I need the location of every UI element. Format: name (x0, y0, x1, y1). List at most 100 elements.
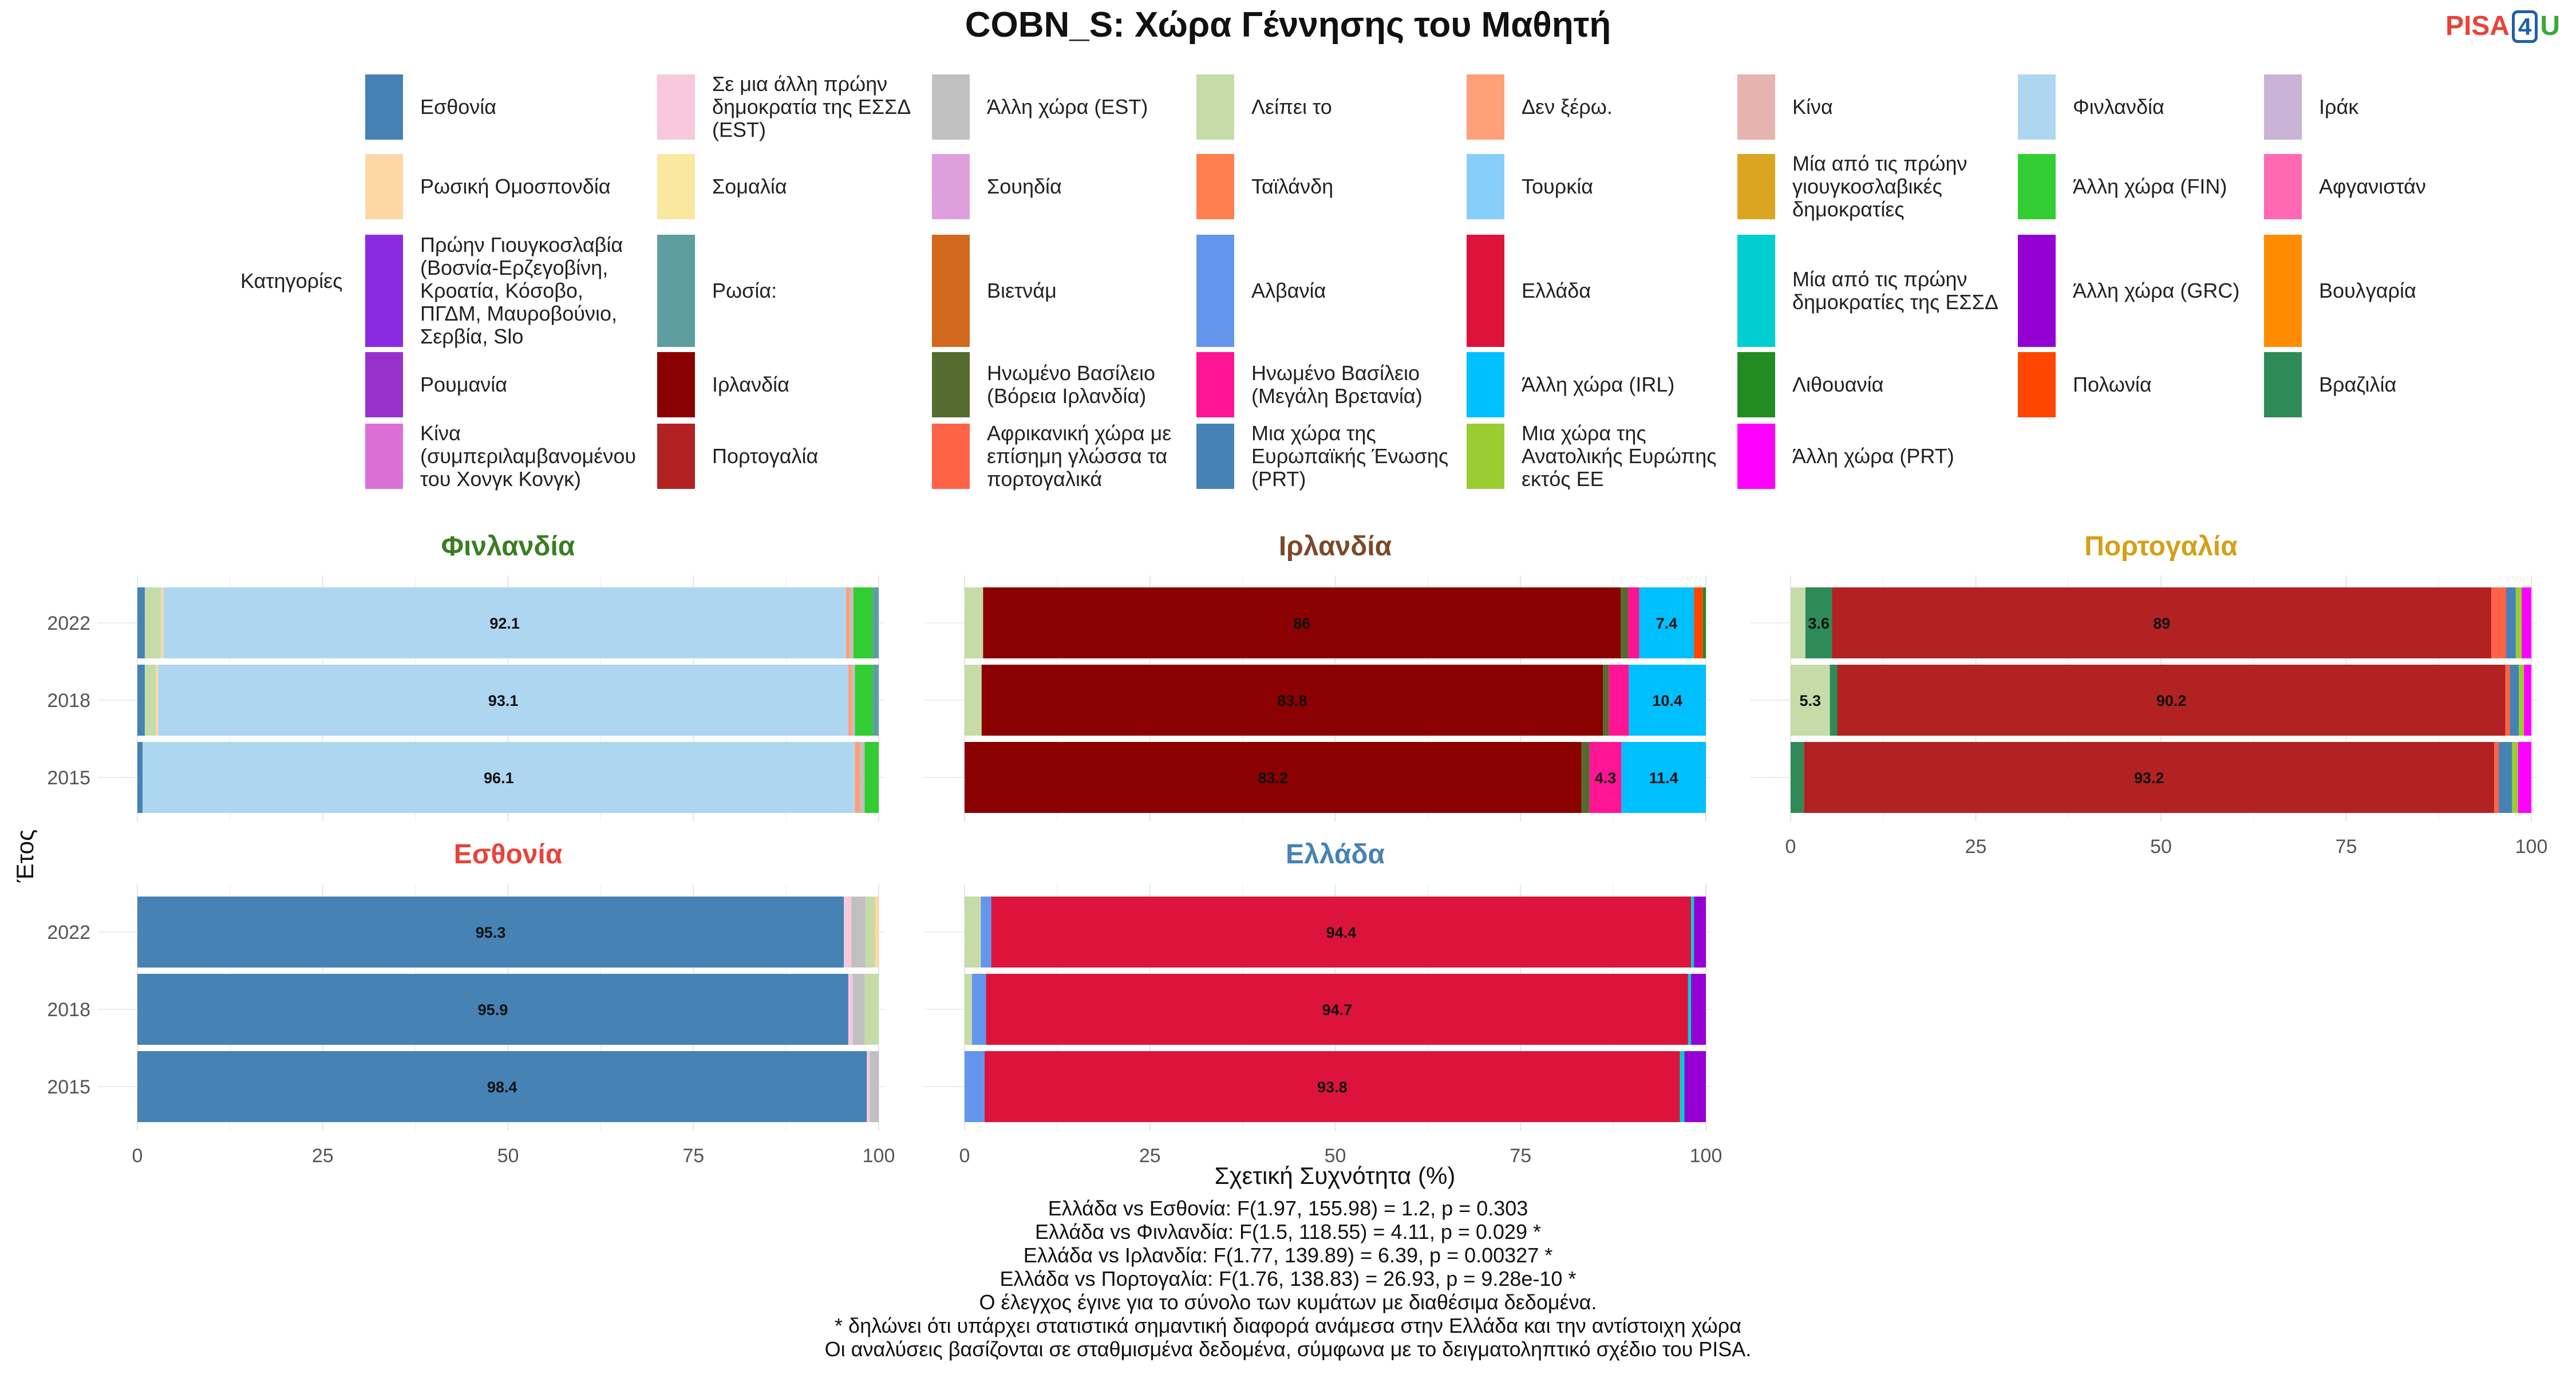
bar-segment (1589, 742, 1622, 813)
data-label: 94.7 (1322, 1001, 1352, 1018)
panel-title: Φινλανδία (441, 531, 575, 562)
legend-item: Ηνωμένο Βασίλειο (Βόρεια Ιρλανδία) (932, 352, 1216, 417)
legend-swatch (2018, 154, 2056, 219)
data-label: 7.4 (1656, 615, 1678, 632)
x-tick-label: 0 (132, 1145, 143, 1167)
legend-swatch (365, 424, 403, 489)
data-label: 95.3 (476, 924, 506, 941)
legend-item: Βιετνάμ (932, 235, 1216, 347)
x-tick-label: 100 (1690, 1145, 1722, 1167)
legend-swatch (1467, 154, 1504, 219)
data-label: 96.1 (484, 769, 514, 787)
data-label: 83.8 (1277, 692, 1307, 709)
data-label: 11.4 (1649, 769, 1678, 787)
bar-segment (2518, 742, 2531, 813)
bar-segment (855, 742, 860, 813)
legend-swatch (657, 352, 695, 417)
legend-item: Εσθονία (365, 74, 649, 140)
legend-item: Κίνα (συμπεριλαμβανομένου του Χονγκ Κονγ… (365, 422, 649, 491)
bar-segment (137, 897, 844, 968)
legend-item: Άλλη χώρα (FIN) (2018, 154, 2302, 219)
bar-segment (1629, 665, 1706, 736)
legend-swatch (365, 235, 403, 347)
data-label: 93.2 (2134, 769, 2164, 787)
bar-segment (1621, 742, 1706, 813)
legend-item: Λείπει το (1196, 74, 1480, 140)
bar-segment (965, 974, 972, 1045)
panel-0: Φινλανδία 2022 2018 2015 92.1 93.1 96.1 (47, 531, 884, 822)
bar-segment (2512, 742, 2518, 813)
legend-label: Τουρκία (1522, 175, 1594, 198)
legend-swatch (1467, 352, 1504, 417)
x-tick-label: 25 (1965, 836, 1987, 858)
legend-swatch (2018, 74, 2056, 140)
legend-label: Πρώην Γιουγκοσλαβία (Βοσνία-Ερζεγοβίνη, … (420, 233, 623, 348)
legend-swatch (1196, 424, 1234, 489)
panel-title: Πορτογαλία (2084, 531, 2238, 562)
legend-swatch (1196, 74, 1234, 140)
bar-segment (2515, 587, 2522, 658)
legend-swatch (657, 154, 695, 219)
legend-label: Ρουμανία (420, 373, 508, 396)
bar-segment (846, 587, 850, 658)
legend-swatch (1196, 154, 1234, 219)
bar-segment (137, 587, 145, 658)
bar-segment (143, 742, 855, 813)
bar-segment (158, 665, 848, 736)
bar-segment (1628, 587, 1639, 658)
bar-segment (872, 587, 879, 658)
legend-swatch (2018, 235, 2056, 347)
bar-segment (965, 1051, 985, 1122)
legend-item: Ρωσία: (657, 235, 941, 347)
footnote-line: Ελλάδα vs Εσθονία: F(1.97, 155.98) = 1.2… (1048, 1197, 1528, 1220)
legend-item: Τουρκία (1467, 154, 1751, 219)
legend-swatch (932, 352, 970, 417)
bar-segment (1694, 897, 1706, 968)
data-label: 98.4 (487, 1079, 517, 1096)
data-label: 92.1 (489, 615, 520, 632)
legend-label: Άλλη χώρα (PRT) (1792, 444, 1954, 468)
data-label: 83.2 (1258, 769, 1288, 787)
legend-label: Ρωσική Ομοσπονδία (420, 175, 611, 198)
legend-swatch (2264, 352, 2302, 417)
bar-segment (2506, 587, 2516, 658)
legend-swatch (657, 74, 695, 140)
legend-swatch (365, 352, 403, 417)
bar-segment (144, 665, 156, 736)
y-tick-label: 2018 (47, 999, 90, 1021)
legend-label: Μια χώρα της Ευρωπαϊκής Ένωσης (PRT) (1251, 421, 1449, 491)
data-label: 5.3 (1800, 692, 1822, 709)
legend-label: Ηνωμένο Βασίλειο (Βόρεια Ιρλανδία) (987, 361, 1156, 408)
legend-item: Ιράκ (2264, 74, 2548, 140)
legend-item: Άλλη χώρα (EST) (932, 74, 1216, 140)
legend-item: Πρώην Γιουγκοσλαβία (Βοσνία-Ερζεγοβίνη, … (365, 233, 649, 348)
bar-segment (870, 1051, 879, 1122)
legend-item: Ρουμανία (365, 352, 649, 417)
bar-segment (1691, 897, 1694, 968)
legend-item: Φινλανδία (2018, 74, 2302, 140)
bar-segment (1832, 587, 2492, 658)
legend-swatch (1737, 424, 1775, 489)
legend-swatch (657, 235, 695, 347)
x-axis-title: Σχετική Συχνότητα (%) (1215, 1162, 1456, 1189)
footnote-line: Οι αναλύσεις βασίζονται σε σταθμισμένα δ… (824, 1337, 1752, 1361)
bar-segment (991, 897, 1692, 968)
bar-segment (137, 665, 145, 736)
legend-item: Ταϊλάνδη (1196, 154, 1480, 219)
x-tick-label: 25 (312, 1145, 334, 1167)
bar-segment (1688, 974, 1692, 1045)
footnotes: Ελλάδα vs Εσθονία: F(1.97, 155.98) = 1.2… (0, 1197, 2576, 1361)
legend-label: Ρωσία: (712, 279, 777, 302)
legend-label: Άλλη χώρα (FIN) (2073, 175, 2227, 198)
bar-segment (1680, 1051, 1685, 1122)
legend-item: Ηνωμένο Βασίλειο (Μεγάλη Βρετανία) (1196, 352, 1480, 417)
x-tick-label: 0 (959, 1145, 970, 1167)
legend-item: Δεν ξέρω. (1467, 74, 1751, 140)
legend-item: Πολωνία (2018, 352, 2302, 417)
bar-segment (1684, 1051, 1706, 1122)
logo-pisa-text: PISA (2445, 11, 2510, 41)
data-label: 89 (2153, 615, 2170, 632)
bar-segment (981, 665, 1603, 736)
x-tick-label: 50 (1325, 1145, 1346, 1167)
bar-segment (156, 665, 159, 736)
